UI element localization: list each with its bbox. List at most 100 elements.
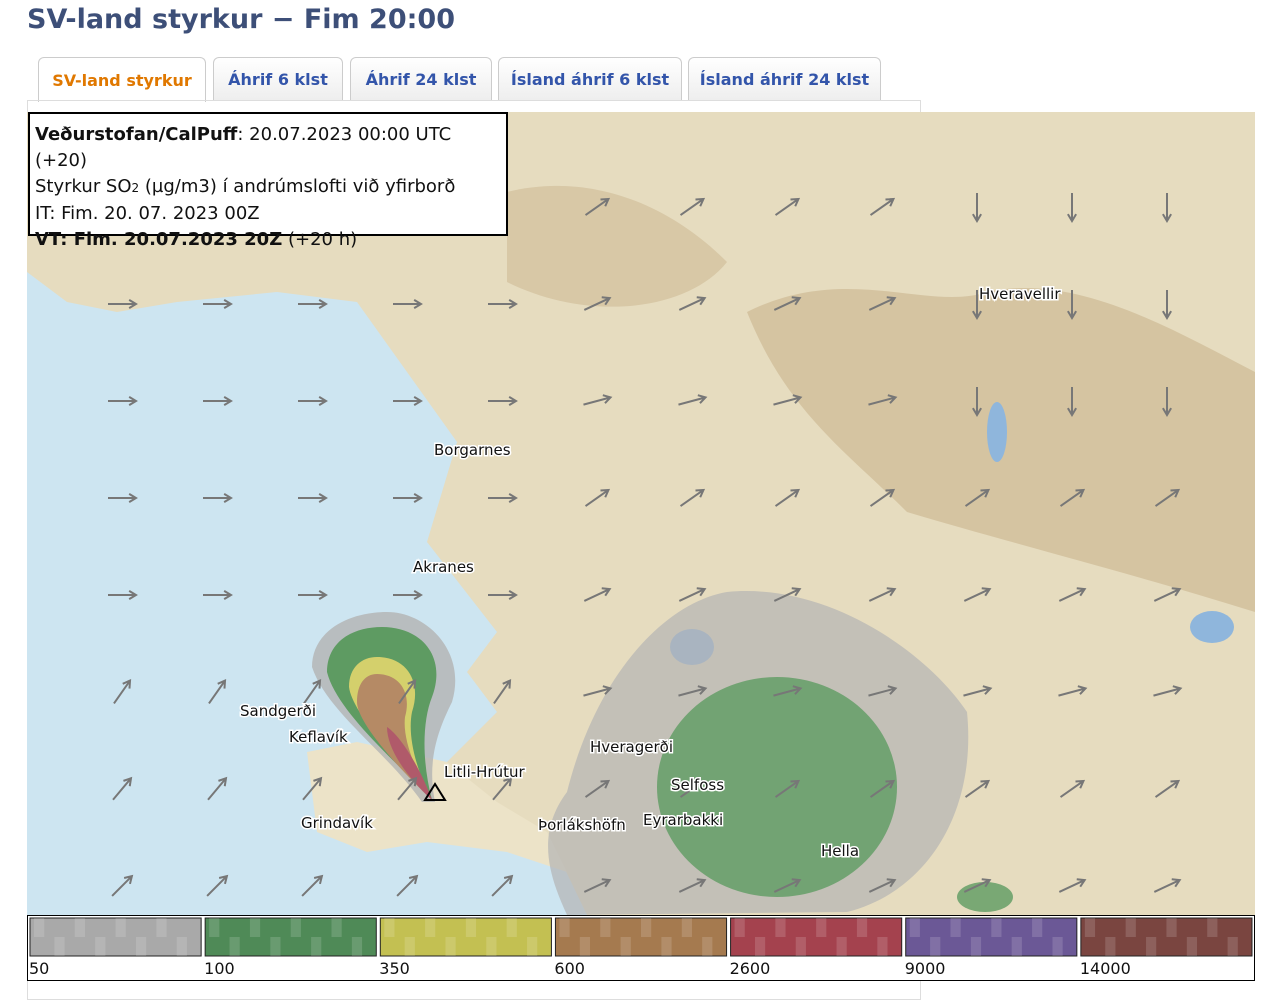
tab[interactable]: Áhrif 6 klst	[213, 57, 343, 100]
legend-swatch	[379, 917, 552, 957]
info-text: Styrkur SO	[35, 176, 132, 197]
wind-arrow	[773, 296, 802, 311]
wind-arrow	[491, 874, 514, 897]
legend-pattern	[1011, 937, 1022, 956]
legend-pattern	[1227, 937, 1238, 956]
wind-arrow	[963, 685, 993, 697]
wind-arrow	[583, 296, 612, 311]
legend-pattern	[836, 937, 847, 956]
legend-pattern	[290, 918, 301, 937]
wind-arrow	[1058, 685, 1088, 697]
legend-pattern	[311, 937, 322, 956]
legend-pattern	[620, 937, 631, 956]
legend-label: 2600	[730, 959, 771, 978]
lake	[1190, 611, 1234, 643]
info-line: Styrkur SO2 (µg/m3) í andrúmslofti við y…	[35, 174, 506, 201]
plume-100	[657, 677, 897, 897]
place-label: Grindavík	[301, 814, 373, 832]
tab[interactable]: Áhrif 24 klst	[350, 57, 492, 100]
wind-arrow	[393, 590, 423, 600]
wind-arrow	[583, 685, 613, 697]
info-text: : 20.07.2023 00:00 UTC (+20)	[35, 124, 452, 171]
legend-swatch	[730, 917, 903, 957]
wind-arrow	[773, 685, 803, 697]
tab[interactable]: Ísland áhrif 24 klst	[688, 57, 881, 100]
legend-pattern	[34, 918, 45, 937]
wind-arrow	[393, 299, 423, 309]
info-box: Veðurstofan/CalPuff: 20.07.2023 00:00 UT…	[28, 112, 508, 250]
info-text: (µg/m3) í andrúmslofti við yfirborð	[139, 176, 456, 197]
info-text: Veðurstofan/CalPuff	[35, 124, 238, 145]
legend-swatch	[905, 917, 1078, 957]
wind-arrow	[203, 590, 233, 600]
legend-pattern	[74, 918, 85, 937]
legend-pattern	[1146, 937, 1157, 956]
wind-arrow	[298, 493, 328, 503]
volcano-marker	[423, 782, 447, 801]
wind-arrow	[584, 779, 611, 798]
legend-pattern	[95, 937, 106, 956]
wind-arrow	[1058, 878, 1087, 893]
wind-arrow	[964, 779, 991, 798]
legend-swatch	[1080, 917, 1253, 957]
wind-arrow	[393, 493, 423, 503]
wind-arrow	[773, 587, 802, 602]
legend-pattern	[156, 918, 167, 937]
wind-arrow	[583, 878, 612, 893]
wind-arrow	[113, 678, 132, 705]
legend-pattern	[734, 918, 745, 937]
wind-arrow	[679, 488, 706, 507]
wind-arrow	[868, 587, 897, 602]
wind-arrow	[972, 193, 982, 223]
wind-arrow	[869, 488, 896, 507]
legend-label: 100	[204, 959, 235, 978]
wind-arrow	[488, 396, 518, 406]
lake	[987, 402, 1007, 462]
legend-pattern	[1084, 918, 1096, 937]
wind-arrow	[208, 678, 227, 705]
wind-arrow	[583, 587, 612, 602]
wind-arrow	[111, 874, 134, 897]
wind-arrow	[584, 488, 611, 507]
highlands	[507, 185, 727, 307]
legend-pattern	[506, 918, 517, 937]
place-label: Hveravellir	[979, 285, 1061, 303]
wind-arrow	[774, 488, 801, 507]
wind-arrow	[1067, 290, 1077, 320]
tab[interactable]: SV-land styrkur	[38, 57, 206, 102]
tab[interactable]: Ísland áhrif 6 klst	[498, 57, 682, 100]
legend-pattern	[661, 937, 672, 956]
wind-arrow	[972, 290, 982, 320]
wind-arrow	[298, 299, 328, 309]
wind-arrow	[203, 493, 233, 503]
wind-arrow	[298, 396, 328, 406]
place-label: Borgarnes	[434, 441, 511, 459]
legend-pattern	[795, 937, 806, 956]
wind-arrow	[203, 396, 233, 406]
legend-label: 50	[29, 959, 49, 978]
wind-arrow	[963, 878, 992, 893]
wind-arrow	[1162, 290, 1172, 320]
wind-arrow	[108, 493, 138, 503]
legend-pattern	[209, 918, 220, 937]
wind-arrow	[679, 779, 706, 798]
wind-arrow	[678, 394, 708, 406]
place-label: Litli-Hrútur	[444, 763, 525, 781]
wind-arrow	[1162, 193, 1172, 223]
legend-swatch	[29, 917, 202, 957]
wind-arrow	[203, 299, 233, 309]
wind-arrow	[868, 394, 898, 406]
wind-arrow	[488, 299, 518, 309]
legend-pattern	[1052, 937, 1063, 956]
wind-arrow	[972, 387, 982, 417]
wind-arrow	[773, 878, 802, 893]
wind-arrow	[1153, 878, 1182, 893]
place-label: Hella	[821, 842, 859, 860]
legend-pattern	[404, 937, 415, 956]
wind-arrow	[488, 590, 518, 600]
legend-pattern	[384, 918, 395, 937]
legend-pattern	[1125, 918, 1136, 937]
place-label: Hveragerði	[590, 738, 673, 756]
wind-arrow	[678, 296, 707, 311]
